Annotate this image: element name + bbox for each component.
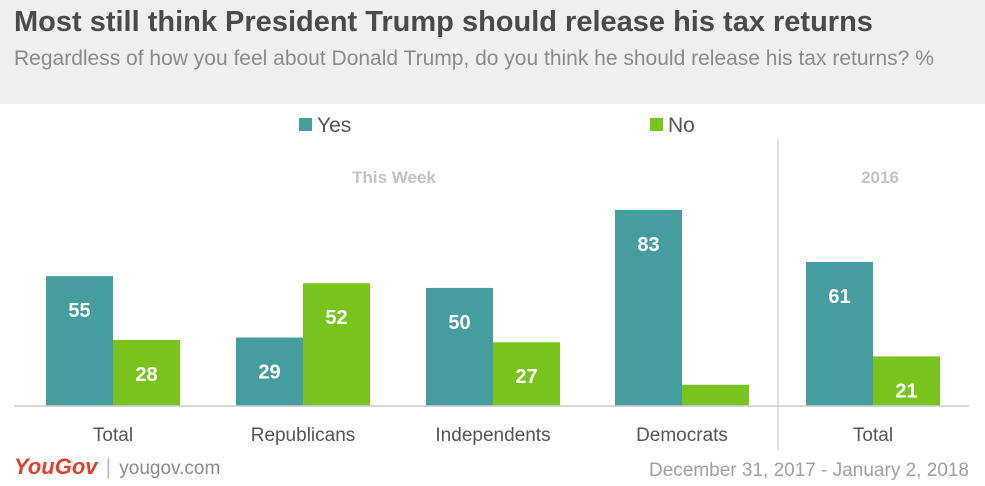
data-label-no-total: 28 [135,364,157,386]
bar-no-republicans [303,283,370,406]
data-label-no-democrats: 9 [710,409,721,431]
bar-no-total-2016 [873,356,940,406]
data-label-yes-republicans: 29 [258,362,280,384]
header-band: Most still think President Trump should … [0,0,985,104]
data-label-yes-independents: 50 [448,312,470,334]
group-label-this-week: This Week [352,168,436,187]
logo-separator: | [105,454,112,479]
data-label-no-independents: 27 [515,366,537,388]
bar-yes-democrats [615,210,682,406]
group-label-2016: 2016 [861,168,899,187]
bar-no-total [113,339,180,406]
data-label-yes-democrats: 83 [637,234,659,256]
bar-no-independents [493,342,560,406]
bars: 55 28 29 52 50 27 83 9 61 21 [46,210,940,431]
bar-no-democrats [682,384,749,406]
x-axis-labels: Total Republicans Independents Democrats Tot… [93,425,893,446]
yougov-logo: YouGov [14,454,98,479]
data-label-yes-total-2016: 61 [828,286,850,308]
x-tick-label-independents: Independents [435,425,550,446]
x-tick-label-republicans: Republicans [251,425,356,446]
chart-subtitle: Regardless of how you feel about Donald … [14,47,934,70]
data-label-no-total-2016: 21 [895,380,917,402]
source-url: yougov.com [119,458,221,479]
data-label-no-republicans: 52 [325,307,347,329]
bar-yes-total [46,276,113,406]
field-dates: December 31, 2017 - January 2, 2018 [648,460,969,481]
legend-label-no: No [668,114,695,137]
x-tick-label-democrats: Democrats [636,425,728,446]
data-label-yes-total: 55 [68,300,90,322]
bar-yes-total-2016 [806,261,873,406]
x-tick-label-total-2016: Total [853,425,893,446]
legend-label-yes: Yes [317,114,351,137]
legend-swatch-yes [299,118,312,131]
bar-chart: Yes No This Week 2016 55 28 29 52 50 27 83 9 61 2… [14,114,969,450]
legend: Yes No [299,114,695,137]
chart-title: Most still think President Trump should … [14,6,873,38]
footer-logo: YouGov | yougov.com [14,454,220,480]
legend-swatch-no [650,118,663,131]
bar-yes-independents [426,287,493,406]
bar-yes-republicans [236,337,303,406]
x-tick-label-total: Total [93,425,133,446]
